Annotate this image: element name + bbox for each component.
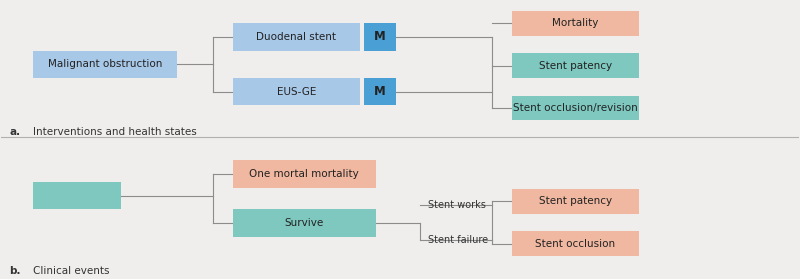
FancyBboxPatch shape [34,51,177,78]
Text: EUS-GE: EUS-GE [277,87,316,97]
FancyBboxPatch shape [364,23,396,51]
Text: M: M [374,85,386,98]
Text: M: M [374,30,386,44]
FancyBboxPatch shape [34,182,121,210]
FancyBboxPatch shape [512,189,639,213]
Text: a.: a. [10,127,21,137]
Text: One mortal mortality: One mortal mortality [250,169,359,179]
FancyBboxPatch shape [512,53,639,78]
Text: Duodenal stent: Duodenal stent [256,32,336,42]
FancyBboxPatch shape [512,231,639,256]
FancyBboxPatch shape [233,78,360,105]
Text: Malignant obstruction: Malignant obstruction [48,59,162,69]
FancyBboxPatch shape [233,210,376,237]
Text: Stent works: Stent works [428,200,486,210]
Text: Interventions and health states: Interventions and health states [34,127,197,137]
Text: Stent occlusion: Stent occlusion [535,239,615,249]
Text: b.: b. [10,266,21,276]
Text: Survive: Survive [285,218,324,228]
FancyBboxPatch shape [233,160,376,187]
Text: Mortality: Mortality [552,18,598,28]
Text: Clinical events: Clinical events [34,266,110,276]
FancyBboxPatch shape [233,23,360,51]
FancyBboxPatch shape [512,11,639,36]
FancyBboxPatch shape [364,78,396,105]
FancyBboxPatch shape [512,96,639,121]
Text: Stent occlusion/revision: Stent occlusion/revision [513,103,638,113]
Text: Stent patency: Stent patency [539,61,612,71]
Text: Stent failure: Stent failure [428,235,488,245]
Text: Stent patency: Stent patency [539,196,612,206]
